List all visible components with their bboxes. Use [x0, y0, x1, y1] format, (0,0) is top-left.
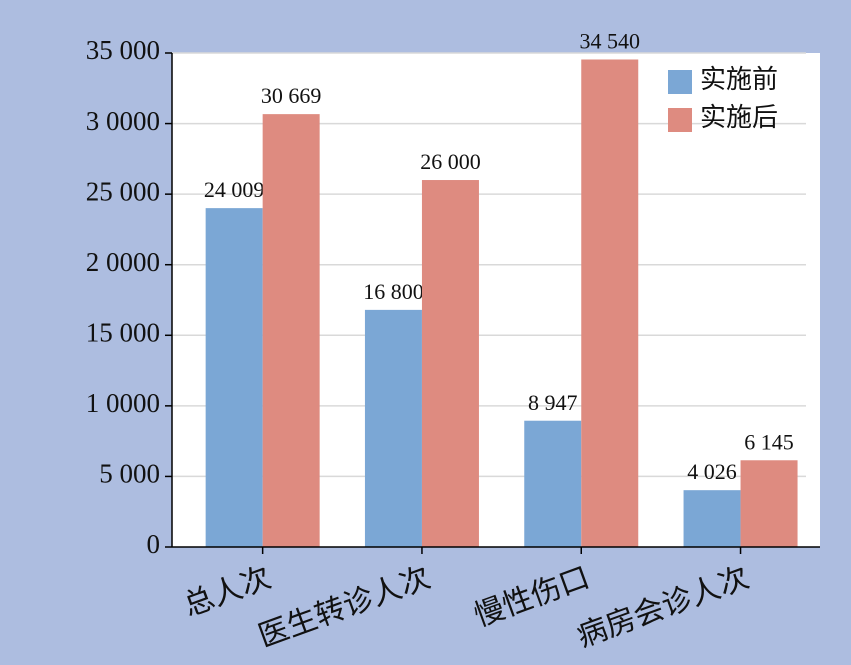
y-tick-label: 1 0000	[86, 388, 160, 418]
y-tick-label: 0	[147, 529, 161, 559]
value-label: 16 800	[363, 279, 424, 304]
bar	[364, 309, 422, 547]
value-label: 6 145	[744, 429, 794, 454]
y-tick-label: 2 0000	[86, 247, 160, 277]
y-tick-label: 15 000	[86, 317, 160, 347]
legend-label: 实施后	[700, 103, 778, 132]
legend-swatch	[668, 70, 692, 94]
value-label: 34 540	[580, 29, 641, 54]
bar	[421, 180, 479, 547]
y-tick-label: 35 000	[86, 35, 160, 65]
legend-label: 实施前	[700, 65, 778, 94]
value-label: 4 026	[687, 459, 737, 484]
value-label: 26 000	[420, 149, 481, 174]
bar	[205, 208, 263, 547]
bar	[524, 420, 582, 547]
legend-swatch	[668, 108, 692, 132]
value-label: 8 947	[528, 390, 578, 415]
y-tick-label: 25 000	[86, 176, 160, 206]
bar	[683, 490, 741, 547]
bar	[740, 460, 798, 547]
y-tick-label: 5 000	[99, 459, 160, 489]
bar	[581, 59, 639, 547]
value-label: 30 669	[261, 83, 322, 108]
value-label: 24 009	[204, 177, 265, 202]
y-tick-label: 3 0000	[86, 106, 160, 136]
bar	[262, 114, 320, 548]
